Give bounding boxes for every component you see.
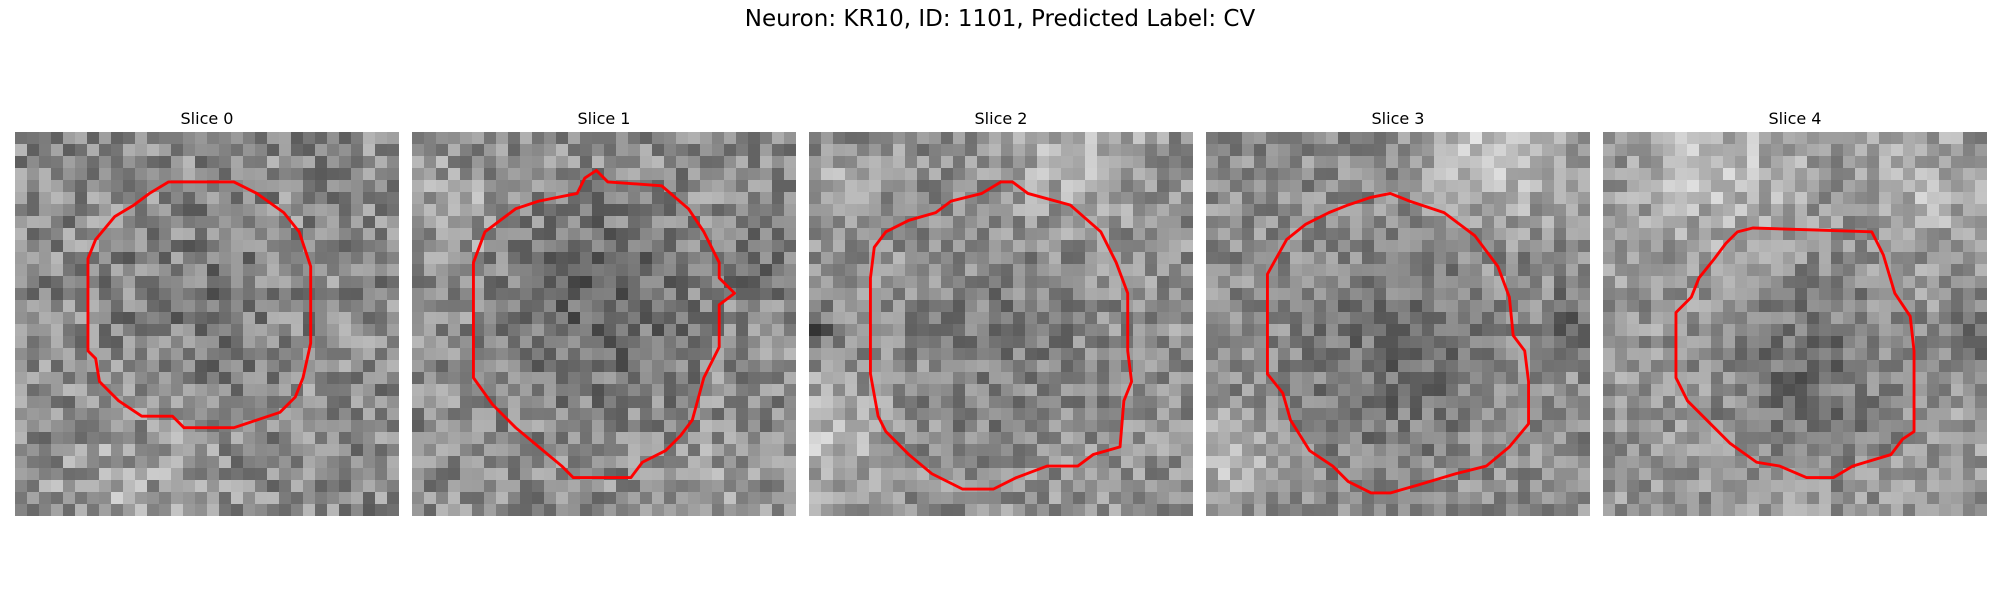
slice-title: Slice 1 [412, 106, 796, 132]
slice-image [809, 132, 1193, 516]
slice-image [412, 132, 796, 516]
slice-panel-4: Slice 4 [1603, 106, 1987, 516]
slice-panel-2: Slice 2 [809, 106, 1193, 516]
slice-panel-1: Slice 1 [412, 106, 796, 516]
figure-title: Neuron: KR10, ID: 1101, Predicted Label:… [0, 6, 2000, 32]
slice-title: Slice 2 [809, 106, 1193, 132]
slice-image [15, 132, 399, 516]
slice-title: Slice 4 [1603, 106, 1987, 132]
slice-panel-0: Slice 0 [15, 106, 399, 516]
slice-title: Slice 3 [1206, 106, 1590, 132]
slice-title: Slice 0 [15, 106, 399, 132]
slice-image [1206, 132, 1590, 516]
slice-image [1603, 132, 1987, 516]
slice-panel-3: Slice 3 [1206, 106, 1590, 516]
